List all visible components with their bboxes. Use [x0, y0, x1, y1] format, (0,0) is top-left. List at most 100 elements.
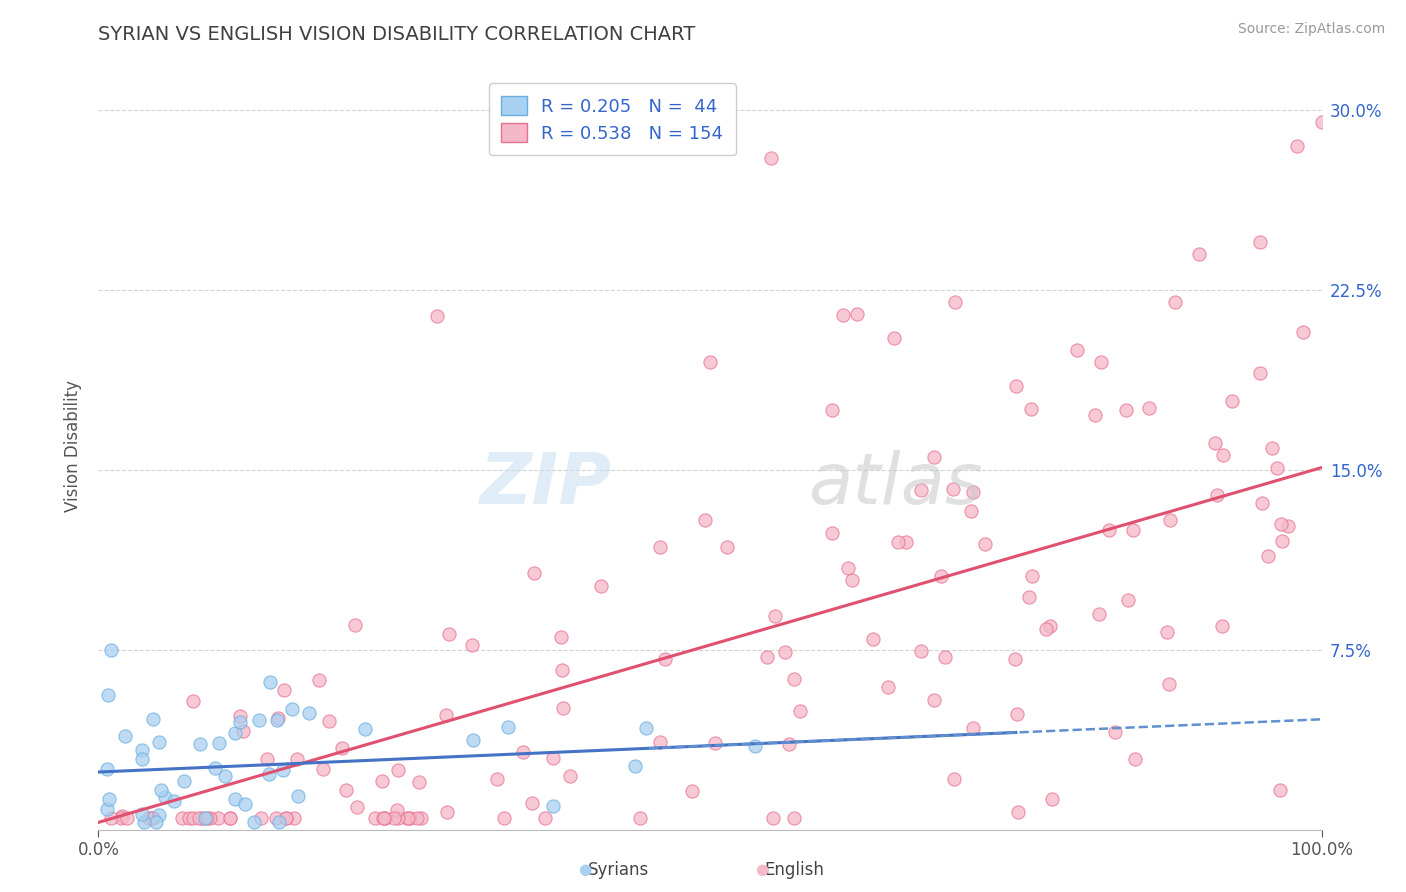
- Point: [354, 722, 377, 736]
- Point: [396, 811, 419, 825]
- Point: [755, 650, 778, 665]
- Point: [962, 485, 984, 500]
- Point: [1122, 523, 1144, 537]
- Point: [1137, 401, 1160, 416]
- Point: [782, 672, 804, 686]
- Point: [114, 729, 136, 743]
- Point: [267, 711, 290, 725]
- Point: [335, 782, 357, 797]
- Point: [1204, 436, 1226, 450]
- Point: [1286, 139, 1309, 153]
- Point: [1123, 752, 1146, 766]
- Point: [191, 811, 214, 825]
- Point: [841, 574, 863, 588]
- Point: [1310, 115, 1333, 129]
- Point: [922, 450, 945, 465]
- Point: [437, 626, 460, 640]
- Point: [229, 709, 252, 723]
- Point: [1157, 677, 1180, 691]
- Point: [1019, 402, 1042, 417]
- Point: [959, 504, 981, 518]
- Point: [436, 805, 458, 819]
- Point: [1042, 792, 1064, 806]
- Point: [382, 811, 405, 825]
- Point: [264, 811, 287, 825]
- Point: [962, 721, 984, 735]
- Point: [636, 721, 658, 735]
- Point: [1035, 622, 1057, 636]
- Point: [138, 811, 160, 825]
- Point: [142, 712, 165, 726]
- Point: [280, 702, 302, 716]
- Point: [187, 811, 209, 825]
- Point: [308, 673, 330, 688]
- Point: [1066, 343, 1088, 357]
- Point: [1090, 355, 1112, 369]
- Point: [434, 708, 457, 723]
- Point: [188, 738, 211, 752]
- Point: [256, 752, 278, 766]
- Point: [1116, 593, 1139, 607]
- Point: [761, 151, 783, 165]
- Point: [346, 799, 368, 814]
- Point: [821, 403, 844, 417]
- Point: [233, 797, 256, 811]
- Point: [283, 811, 305, 825]
- Point: [1156, 625, 1178, 640]
- Point: [716, 540, 738, 554]
- Point: [224, 791, 246, 805]
- Point: [111, 809, 134, 823]
- Point: [648, 735, 671, 749]
- Point: [591, 579, 613, 593]
- Point: [98, 792, 121, 806]
- Point: [96, 802, 118, 816]
- Point: [363, 811, 385, 825]
- Point: [250, 811, 273, 825]
- Point: [558, 769, 581, 783]
- Point: [551, 663, 574, 677]
- Point: [862, 632, 884, 647]
- Point: [269, 815, 291, 830]
- Point: [845, 307, 868, 321]
- Point: [894, 535, 917, 549]
- Point: [520, 796, 543, 810]
- Point: [374, 811, 396, 825]
- Point: [887, 534, 910, 549]
- Point: [910, 483, 932, 497]
- Point: [943, 772, 966, 786]
- Point: [312, 762, 335, 776]
- Text: Source: ZipAtlas.com: Source: ZipAtlas.com: [1237, 22, 1385, 37]
- Point: [693, 513, 716, 527]
- Point: [1104, 724, 1126, 739]
- Point: [910, 644, 932, 658]
- Point: [287, 789, 309, 804]
- Point: [243, 815, 266, 830]
- Point: [371, 773, 394, 788]
- Point: [97, 688, 120, 702]
- Point: [1115, 403, 1137, 417]
- Point: [96, 762, 118, 776]
- Point: [224, 726, 246, 740]
- Point: [628, 811, 651, 825]
- Point: [155, 790, 177, 805]
- Point: [198, 811, 221, 825]
- Point: [773, 645, 796, 659]
- Point: [371, 811, 394, 825]
- Point: [148, 735, 170, 749]
- Point: [214, 769, 236, 783]
- Point: [395, 811, 418, 825]
- Point: [486, 772, 509, 787]
- Point: [373, 811, 395, 825]
- Text: Syrians: Syrians: [588, 861, 650, 879]
- Point: [704, 736, 727, 750]
- Point: [943, 295, 966, 310]
- Point: [789, 704, 811, 718]
- Point: [195, 811, 218, 825]
- Point: [821, 525, 844, 540]
- Point: [1004, 652, 1026, 666]
- Text: SYRIAN VS ENGLISH VISION DISABILITY CORRELATION CHART: SYRIAN VS ENGLISH VISION DISABILITY CORR…: [98, 25, 696, 45]
- Point: [271, 763, 294, 777]
- Point: [974, 536, 997, 550]
- Point: [492, 811, 515, 825]
- Point: [1004, 379, 1026, 393]
